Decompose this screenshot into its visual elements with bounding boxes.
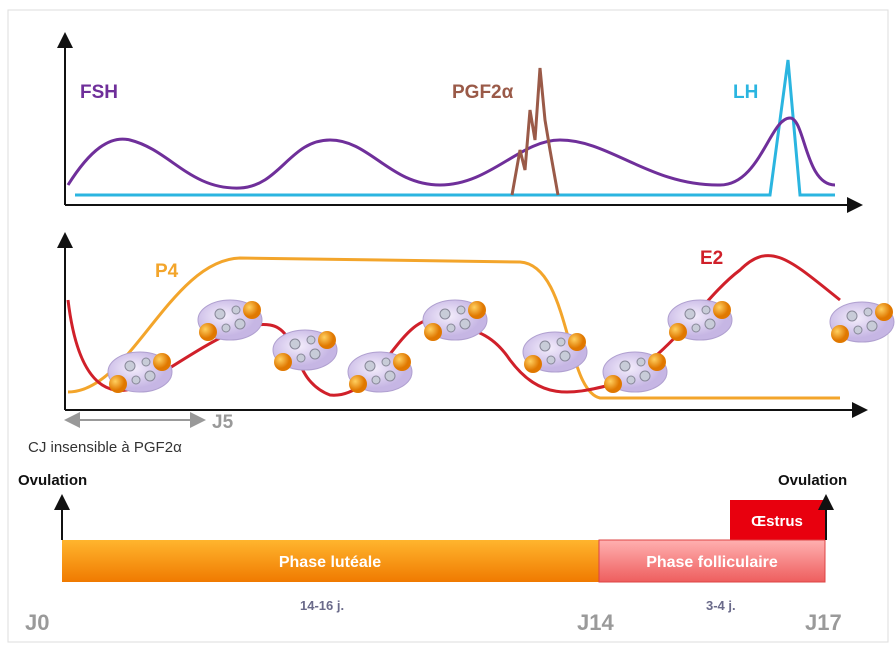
estrus-label: Œstrus <box>751 513 803 530</box>
diagram: FSH PGF2α LH P4 E2 J5 CJ insensible à PG… <box>0 0 896 650</box>
day-label: J17 <box>805 610 842 635</box>
ovulation-start: Ovulation <box>18 472 87 489</box>
pgf2a-curve <box>512 68 558 195</box>
timeline: Ovulation Ovulation Œstrus Phase lutéale… <box>18 472 847 635</box>
day-label: J0 <box>25 610 49 635</box>
lh-label: LH <box>733 82 758 103</box>
e2-label: E2 <box>700 248 723 269</box>
duration-label: 14-16 j. <box>300 598 344 613</box>
j5-label: J5 <box>212 412 234 433</box>
duration-label: 3-4 j. <box>706 598 736 613</box>
ovulation-end: Ovulation <box>778 472 847 489</box>
hormones-panel: FSH PGF2α LH <box>65 40 855 205</box>
fsh-curve <box>68 118 835 188</box>
pgf2a-label: PGF2α <box>452 82 514 103</box>
follicular-label: Phase folliculaire <box>646 554 778 571</box>
luteal-label: Phase lutéale <box>279 554 381 571</box>
p4-label: P4 <box>155 261 179 282</box>
ovarian-panel: P4 E2 J5 CJ insensible à PGF2α <box>28 240 894 456</box>
day-label: J14 <box>577 610 614 635</box>
fsh-label: FSH <box>80 82 118 103</box>
cj-note: CJ insensible à PGF2α <box>28 439 182 456</box>
